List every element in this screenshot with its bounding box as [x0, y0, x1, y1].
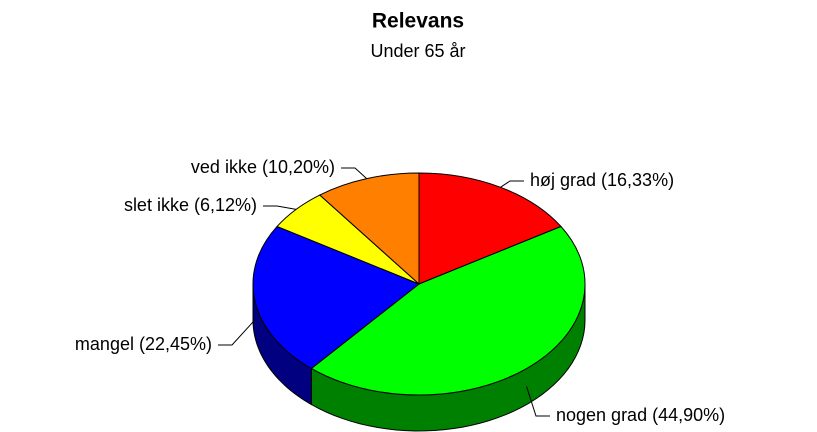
- leader-line: [500, 180, 524, 188]
- leader-line: [341, 167, 368, 180]
- slice: [252, 225, 420, 370]
- leader-line: [526, 386, 550, 417]
- data-label: slet ikke (6,12%): [124, 195, 257, 215]
- data-label: mangel (22,45%): [75, 334, 212, 354]
- leader-line: [263, 205, 297, 210]
- leader-line: [218, 319, 256, 346]
- chart-subtitle: Under 65 år: [370, 41, 465, 61]
- chart-title: Relevans: [372, 10, 464, 33]
- data-label: ved ikke (10,20%): [191, 157, 335, 177]
- slice: [318, 172, 420, 286]
- slice: [310, 225, 586, 396]
- slice: [418, 172, 562, 285]
- data-label: høj grad (16,33%): [530, 170, 674, 190]
- data-label: nogen grad (44,90%): [556, 405, 725, 425]
